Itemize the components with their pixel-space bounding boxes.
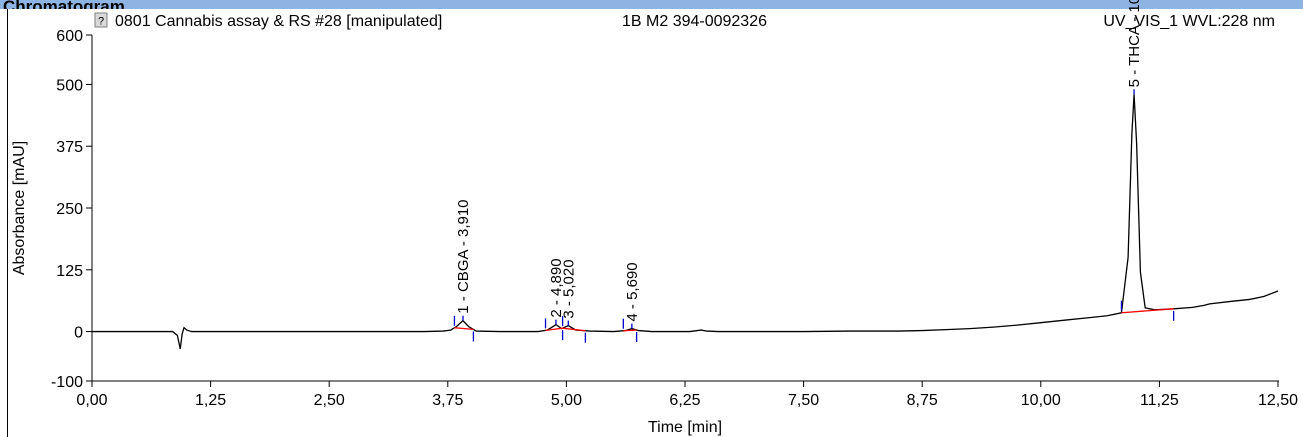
chart-title: 0801 Cannabis assay & RS #28 [manipulate… [115,13,442,30]
peak-label: 2 - 4,890 [548,258,565,317]
chart-subtitle: 1B M2 394-0092326 [622,13,767,30]
x-tick-label: 3,75 [432,392,463,409]
y-tick-label: 500 [56,77,83,94]
x-axis-label: Time [min] [648,419,722,436]
integration-baseline [1121,308,1174,314]
x-tick-label: 11,25 [1140,392,1179,409]
x-tick-label: 8,75 [907,392,938,409]
header-bar [0,0,1303,9]
y-tick-label: -100 [51,374,83,391]
peak-label: 4 - 5,690 [624,262,641,321]
integration-baseline [454,327,474,331]
peak-label: 3 - 5,020 [560,259,577,318]
integration-baseline [562,327,586,332]
x-tick-label: 7,50 [788,392,819,409]
channel-label: UV_VIS_1 WVL:228 nm [1103,13,1275,30]
y-tick-label: 0 [74,325,83,342]
x-tick-label: 0,00 [76,392,107,409]
y-axis-label: Absorbance [mAU] [11,141,28,275]
peak-label: 5 - THCA - 10,983 [1126,0,1143,87]
header-title: Chromatogram [3,0,125,16]
x-tick-label: 5,00 [551,392,582,409]
icon-text: ? [98,16,104,28]
integration-baseline [623,329,637,332]
x-tick-label: 10,00 [1021,392,1061,409]
x-tick-label: 6,25 [669,392,700,409]
integration-baseline [545,327,563,332]
y-tick-label: 375 [56,139,83,156]
y-tick-label: 600 [56,28,83,45]
peak-label: 1 - CBGA - 3,910 [455,199,472,313]
icon [94,12,108,28]
trace-line [92,94,1279,350]
x-tick-label: 1,25 [195,392,226,409]
x-tick-label: 2,50 [314,392,345,409]
x-tick-label: 12,50 [1258,392,1298,409]
y-tick-label: 250 [56,201,83,218]
y-tick-label: 125 [56,263,83,280]
